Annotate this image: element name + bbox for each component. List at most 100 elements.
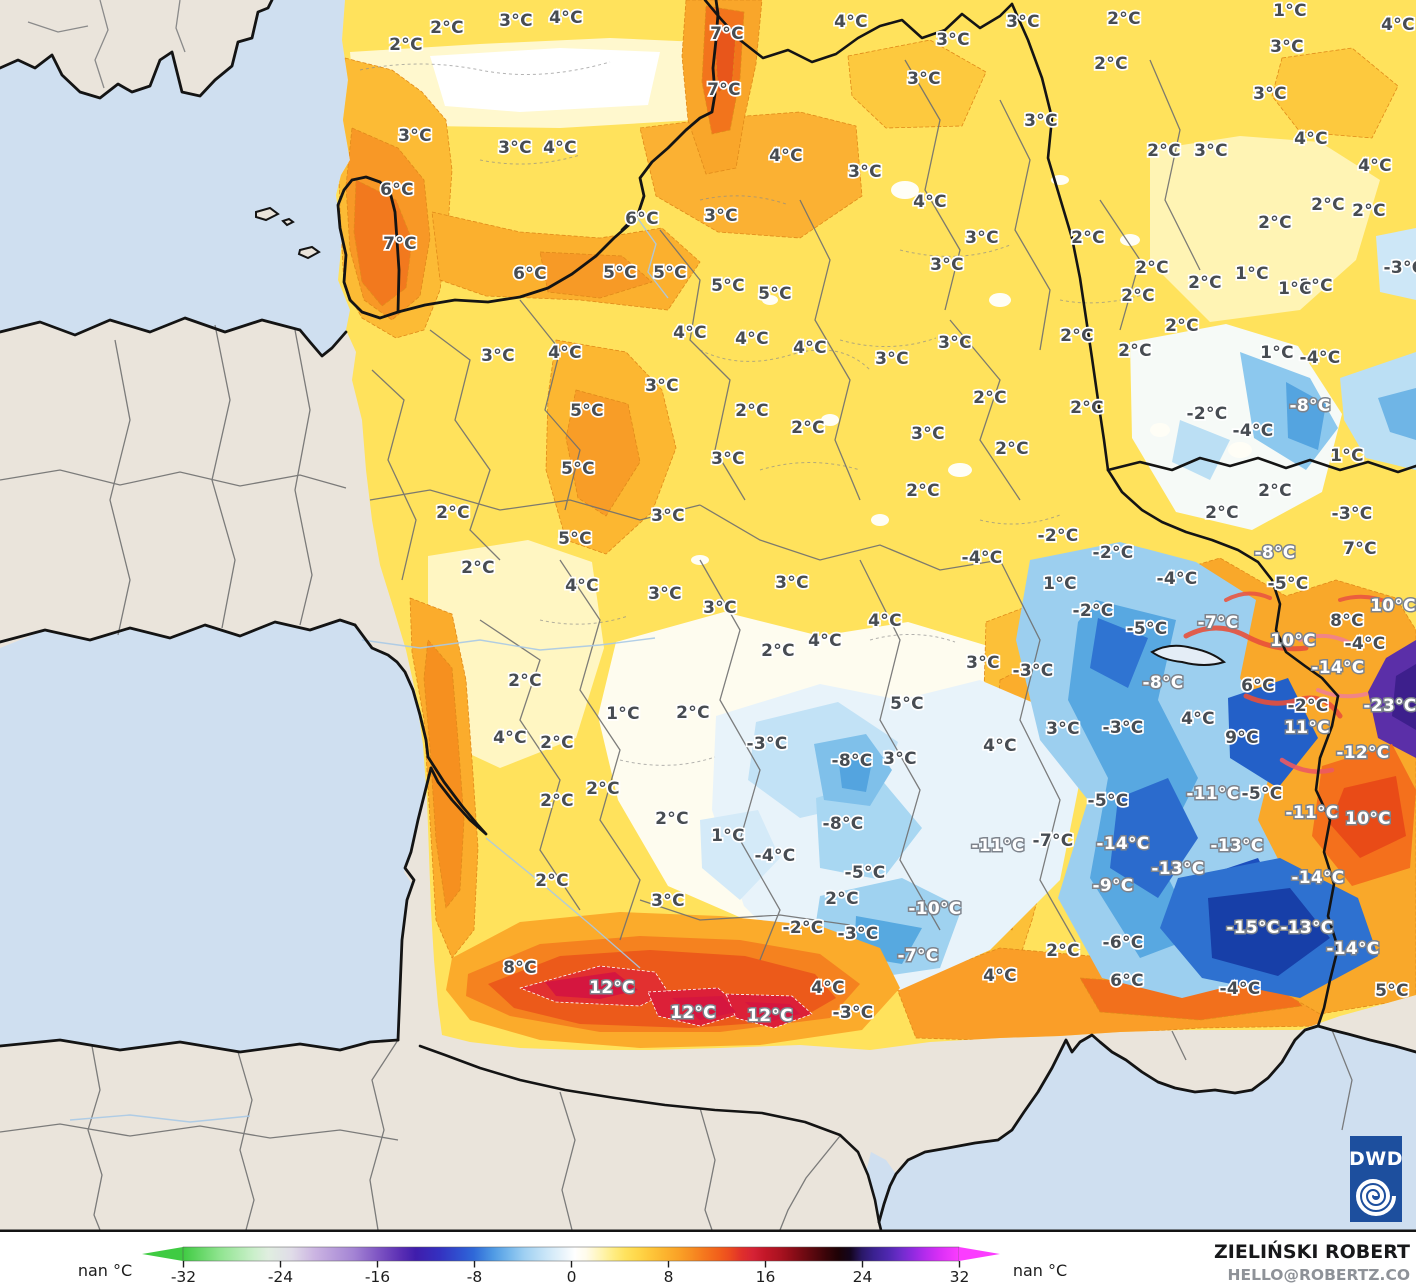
temp-label: 2°C [1070,398,1104,418]
attribution: ZIELIŃSKI ROBERT HELLO@ROBERTZ.CO [1214,1240,1410,1284]
temp-label: 4°C [1381,15,1415,35]
temp-label: -2°C [782,918,823,938]
colorbar-tick-label: -16 [365,1268,390,1286]
temp-label: -9°C [1092,876,1133,896]
temp-label: 5°C [1375,981,1409,1001]
temp-label: 6°C [625,209,659,229]
temp-label: -2°C [1072,601,1113,621]
belgium-border [703,0,1014,64]
temp-label: 5°C [570,401,604,421]
temp-label: 4°C [735,329,769,349]
temp-label: 6°C [380,180,414,200]
colorbar-tick-label: 16 [756,1268,776,1286]
temp-label: 2°C [1094,54,1128,74]
temp-label: 2°C [540,791,574,811]
temp-label: -5°C [1087,791,1128,811]
temp-label: -7°C [897,946,938,966]
temp-label: 2°C [1311,195,1345,215]
attribution-name: ZIELIŃSKI ROBERT [1214,1240,1410,1263]
temp-label: 4°C [1358,156,1392,176]
temp-label: 3°C [907,69,941,89]
temp-label: 1°C [711,826,745,846]
map-frame-bottom [0,1229,1416,1232]
alpine-warm-ridges [1183,591,1394,774]
atlantic-coast [353,623,430,759]
temp-label: 3°C [1253,84,1287,104]
temp-label: 3°C [711,449,745,469]
mediterranean-sea [866,1026,1416,1230]
temp-label: 2°C [655,809,689,829]
contour-lines [359,61,1146,766]
temp-label: 2°C [436,503,470,523]
landes-coast [396,766,433,1042]
temp-label: -13°C [1210,836,1263,856]
temp-label: -8°C [1289,396,1330,416]
temp-label: 1°C [606,704,640,724]
temp-label: -11°C [971,836,1024,856]
temp-label: 2°C [1205,503,1239,523]
temp-label: 2°C [1121,286,1155,306]
temp-label: 1°C [1330,446,1364,466]
temp-label: 2°C [586,779,620,799]
temp-label: 6°C [1241,676,1275,696]
temp-label: 3°C [883,749,917,769]
temp-label: -10°C [908,899,961,919]
temp-label: 2°C [535,871,569,891]
temp-label: 3°C [704,206,738,226]
temp-label: -5°C [1126,619,1167,639]
temp-label: -11°C [1285,803,1338,823]
temp-label: 4°C [549,8,583,28]
temp-label: 1°C [1273,1,1307,21]
temp-label: 2°C [430,18,464,38]
island [281,217,295,227]
temp-label: 3°C [645,376,679,396]
temp-label: 7°C [1343,539,1377,559]
temp-label: 3°C [875,349,909,369]
temp-label: 5°C [653,263,687,283]
colorbar-tick-label: 8 [664,1268,674,1286]
temp-label: -3°C [1331,504,1372,524]
temp-label: 2°C [906,481,940,501]
temp-label: 2°C [1352,201,1386,221]
temp-label: -8°C [822,814,863,834]
temp-label: 2°C [1165,316,1199,336]
temp-label: 3°C [848,162,882,182]
temp-label: -7°C [1197,613,1238,633]
colorbar-nan-right: nan °C [1013,1261,1067,1280]
channel-islands [255,206,321,260]
temp-label: -3°C [832,1003,873,1023]
temp-label: 12°C [670,1003,716,1023]
temp-label: 4°C [834,12,868,32]
temp-label: 2°C [461,558,495,578]
temp-label: 4°C [868,611,902,631]
temp-label: -4°C [961,548,1002,568]
temp-label: -14°C [1291,868,1344,888]
england-internal-borders [27,0,186,89]
temp-label: 10°C [1270,631,1316,651]
temp-label: -3°C [1383,258,1416,278]
garonne-river [485,837,641,969]
pyrenees-warm-band [446,912,900,1048]
temp-label: 3°C [703,598,737,618]
gironde-estuary [426,755,488,836]
brittany-borders [0,324,347,636]
temp-label: -13°C [1151,859,1204,879]
temp-label: -7°C [1032,831,1073,851]
temp-label: 6°C [513,264,547,284]
temp-label: 5°C [758,284,792,304]
temp-label: 2°C [508,671,542,691]
brittany-north-coast [0,316,348,358]
temp-label: 3°C [481,346,515,366]
temp-label: 5°C [603,263,637,283]
national-borders [418,0,1416,1232]
rivers [69,215,669,1123]
temp-label: 5°C [890,694,924,714]
cold-zones [700,228,1416,998]
temp-label: 5°C [561,459,595,479]
temp-label: 4°C [793,338,827,358]
cotentin-coast [336,175,401,320]
spain-borders [0,1029,1353,1231]
temp-label: 4°C [673,323,707,343]
colorbar-left-arrow [142,1247,183,1261]
